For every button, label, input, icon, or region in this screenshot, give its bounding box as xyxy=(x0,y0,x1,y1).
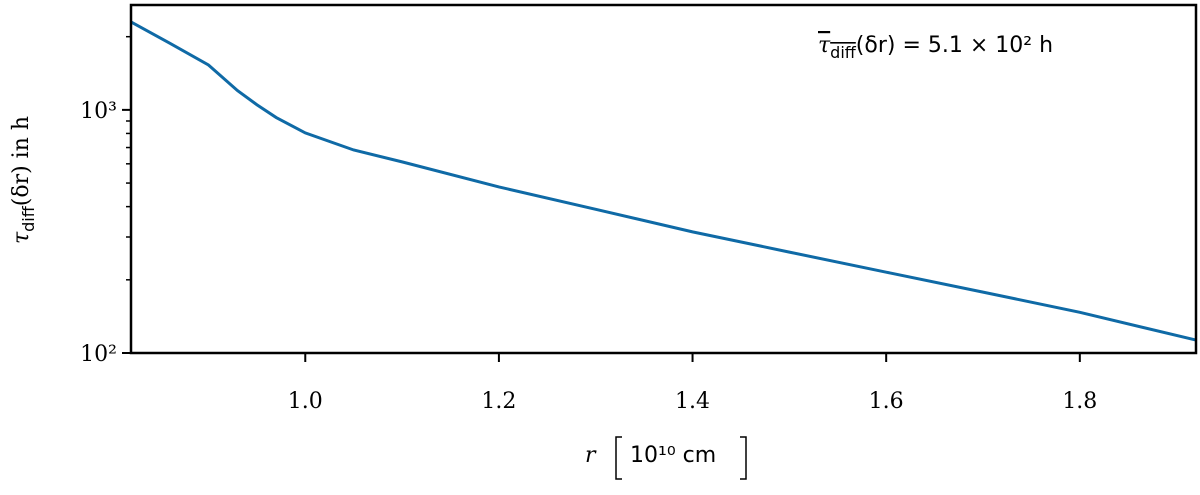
annotation-symbol: τ xyxy=(818,33,831,58)
x-tick-label: 1.4 xyxy=(675,389,710,414)
plot-frame xyxy=(129,3,1198,355)
data-line xyxy=(130,20,1197,342)
y-label-subscript: diff xyxy=(19,205,38,232)
x-label-brackets xyxy=(615,436,747,480)
annotation: τdiff(δr) = 5.1 × 10² h xyxy=(818,33,1053,62)
annotation-subscript: diff xyxy=(830,43,857,62)
x-tick-label: 1.8 xyxy=(1062,389,1097,414)
y-axis-label: τdiff(δr) in h xyxy=(9,116,38,244)
y-tick-label: 10³ xyxy=(80,99,117,124)
x-tick-label: 1.2 xyxy=(481,389,516,414)
x-tick-label: 1.0 xyxy=(288,389,323,414)
y-label-symbol: τ xyxy=(9,231,34,244)
y-tick-label: 10² xyxy=(80,342,117,367)
x-tick-label: 1.6 xyxy=(869,389,904,414)
y-label-rest: (δr) in h xyxy=(9,116,34,206)
x-label-symbol: r xyxy=(585,443,597,468)
annotation-rest: (δr) = 5.1 × 10² h xyxy=(856,33,1053,58)
x-label-unit: 10¹⁰ cm xyxy=(630,443,716,468)
